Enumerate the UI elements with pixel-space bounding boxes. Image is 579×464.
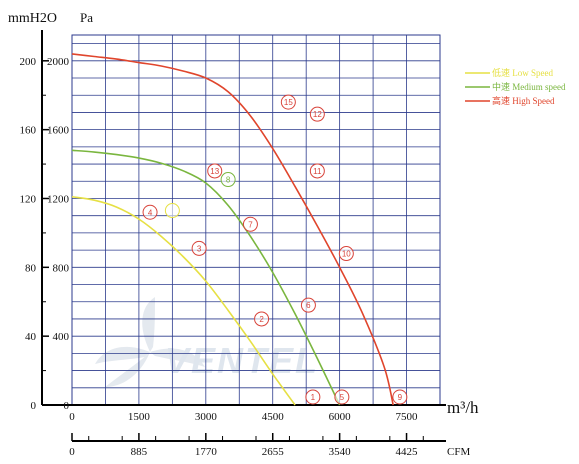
curve-marker: 7	[242, 216, 258, 232]
axis-units: mmH2O Pa m³/h CFM	[8, 10, 479, 458]
y-tick-label-pa: 400	[53, 331, 70, 343]
x-tick-label-cfm: 1770	[195, 446, 218, 458]
y-tick-label-mmh2o: 80	[25, 262, 37, 274]
y-tick-label-pa: 0	[64, 400, 70, 412]
curve-marker: 10	[338, 246, 354, 262]
marker-circle	[254, 311, 270, 327]
curve-marker: 11	[309, 163, 325, 179]
y-tick-label-pa: 2000	[47, 56, 70, 68]
y-tick-label-mmh2o: 160	[20, 125, 37, 137]
legend-label: 高速 High Speed	[492, 95, 555, 106]
marker-label: 11	[313, 167, 322, 176]
y-tick-label-mmh2o: 40	[25, 331, 37, 343]
y-tick-label-mmh2o: 120	[20, 193, 37, 205]
x-unit-m3h: m³/h	[447, 398, 479, 417]
marker-circle	[280, 94, 296, 110]
curve-marker: 9	[392, 389, 408, 405]
curve-marker: 6	[300, 297, 316, 313]
marker-circle	[305, 389, 321, 405]
x-tick-label-m3h: 1500	[128, 411, 151, 423]
marker-label: 1	[311, 393, 316, 402]
x-tick-label-m3h: 3000	[195, 411, 218, 423]
x-tick-label-m3h: 4500	[262, 411, 285, 423]
marker-circle	[191, 240, 207, 256]
x-tick-label-cfm: 885	[131, 446, 148, 458]
y-tick-label-pa: 1600	[47, 125, 70, 137]
marker-circle	[309, 106, 325, 122]
legend: 低速 Low Speed 中速 Medium speed 高速 High Speed	[465, 67, 566, 106]
curve-marker	[164, 203, 180, 219]
curve-marker: 1	[305, 389, 321, 405]
marker-circle	[300, 297, 316, 313]
curve-marker: 4	[142, 204, 158, 220]
marker-label: 8	[226, 176, 231, 185]
curve-marker: 5	[334, 389, 350, 405]
series-line-0	[71, 195, 296, 406]
marker-circle	[142, 204, 158, 220]
marker-circle	[242, 216, 258, 232]
marker-label: 6	[306, 301, 311, 310]
marker-circle	[164, 203, 180, 219]
x-tick-label-m3h: 6000	[329, 411, 352, 423]
y-unit-mmh2o: mmH2O	[8, 11, 57, 26]
marker-circle	[309, 163, 325, 179]
marker-circle	[334, 389, 350, 405]
watermark: VENTEL	[95, 297, 319, 387]
x-tick-label-m3h: 7500	[396, 411, 419, 423]
x-tick-label-cfm: 2655	[262, 446, 285, 458]
curve-marker: 13	[207, 163, 223, 179]
y-tick-label-pa: 1200	[47, 193, 70, 205]
curve-marker: 2	[254, 311, 270, 327]
x-unit-cfm: CFM	[447, 446, 470, 458]
marker-circle	[392, 389, 408, 405]
marker-label: 2	[259, 315, 264, 324]
x-tick-label-m3h: 0	[69, 411, 75, 423]
marker-label: 3	[197, 244, 202, 253]
marker-label: 9	[398, 393, 403, 402]
marker-label: 7	[248, 220, 253, 229]
marker-label: 12	[313, 110, 322, 119]
curve-marker: 8	[220, 172, 236, 188]
marker-label: 15	[284, 98, 293, 107]
marker-label: 10	[342, 250, 351, 259]
x-tick-label-cfm: 4425	[396, 446, 419, 458]
curve-marker: 3	[191, 240, 207, 256]
marker-circle	[207, 163, 223, 179]
marker-label: 5	[340, 393, 345, 402]
curve-marker: 12	[309, 106, 325, 122]
legend-label: 中速 Medium speed	[492, 81, 566, 92]
series-line-1	[71, 149, 341, 406]
series-layer	[71, 53, 394, 406]
x-tick-label-cfm: 3540	[329, 446, 352, 458]
marker-circle	[220, 172, 236, 188]
marker-label: 4	[148, 208, 153, 217]
y-tick-label-mmh2o: 200	[20, 56, 37, 68]
legend-label: 低速 Low Speed	[492, 67, 553, 78]
y-tick-label-mmh2o: 0	[31, 400, 37, 412]
y-tick-label-pa: 800	[53, 262, 70, 274]
marker-label: 13	[210, 167, 219, 176]
y-unit-pa: Pa	[80, 10, 93, 25]
x-tick-label-cfm: 0	[69, 446, 75, 458]
marker-circle	[338, 246, 354, 262]
series-line-2	[71, 53, 394, 406]
watermark-text: VENTEL	[165, 340, 319, 381]
curve-marker: 15	[280, 94, 296, 110]
